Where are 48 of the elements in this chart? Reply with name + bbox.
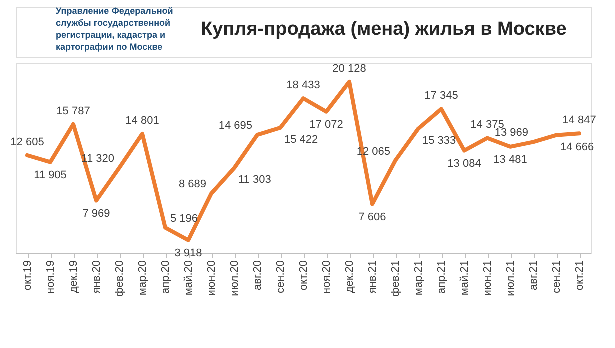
x-tick-label: окт.19 [22,260,34,291]
data-label: 11 905 [34,169,67,182]
x-tick-label: май.21 [459,260,471,296]
data-label: 7 969 [82,208,110,220]
data-label: 14 695 [218,120,252,132]
data-label: 14 801 [126,115,160,128]
x-tick-label: ноя.20 [321,260,333,294]
x-tick-label: июл.21 [505,260,517,296]
x-tick-label: сен.20 [275,260,287,294]
x-tick-label: мар.20 [137,260,149,296]
x-tick-label: фев.20 [114,260,126,297]
data-label: 15 787 [56,105,90,118]
x-tick-label: май.20 [183,260,195,296]
text: Управление Федеральной службы государственной регистрации, кадастра и картографии по Москве [56,6,174,52]
data-label: 12 605 [10,136,44,148]
x-tick-label: ноя.19 [45,260,57,294]
x-tick-label: июн.21 [482,260,494,296]
data-label: 15 333 [422,134,456,147]
data-label: 8 689 [178,178,206,191]
data-label: 18 433 [286,80,320,92]
data-label: 17 345 [424,90,458,102]
data-label: 15 422 [284,134,318,146]
data-label: 13 084 [448,158,482,170]
data-label: 20 128 [332,63,366,75]
x-tick-label: янв.21 [367,260,379,294]
data-label: 5 196 [170,212,198,225]
x-tick-label: окт.21 [574,260,586,291]
x-tick-label: сен.21 [551,260,563,294]
chart-title: Купля-продажа (мена) жилья в Москве [201,19,567,40]
x-tick-label: дек.20 [344,260,356,294]
data-label: 11 303 [238,174,272,186]
x-tick-label: окт.20 [298,260,310,291]
x-tick-label: апр.21 [436,260,448,294]
x-tick-label: июн.20 [206,260,218,296]
data-label: 14 847 [562,114,596,127]
x-tick-label: янв.20 [91,260,103,294]
data-label: 3 918 [174,247,202,260]
data-label: 17 072 [310,118,344,131]
x-tick-label: авг.20 [252,260,264,290]
data-label: 14 666 [560,141,594,154]
data-label: 7 606 [358,211,386,224]
x-tick-label: июл.20 [229,260,241,296]
x-tick-label: фев.21 [390,260,402,297]
data-label: 13 481 [494,154,528,166]
x-tick-label: авг.21 [528,260,540,290]
x-tick-label: апр.20 [160,260,172,294]
x-tick-label: дек.19 [68,260,80,294]
x-tick-label: мар.21 [413,260,425,296]
